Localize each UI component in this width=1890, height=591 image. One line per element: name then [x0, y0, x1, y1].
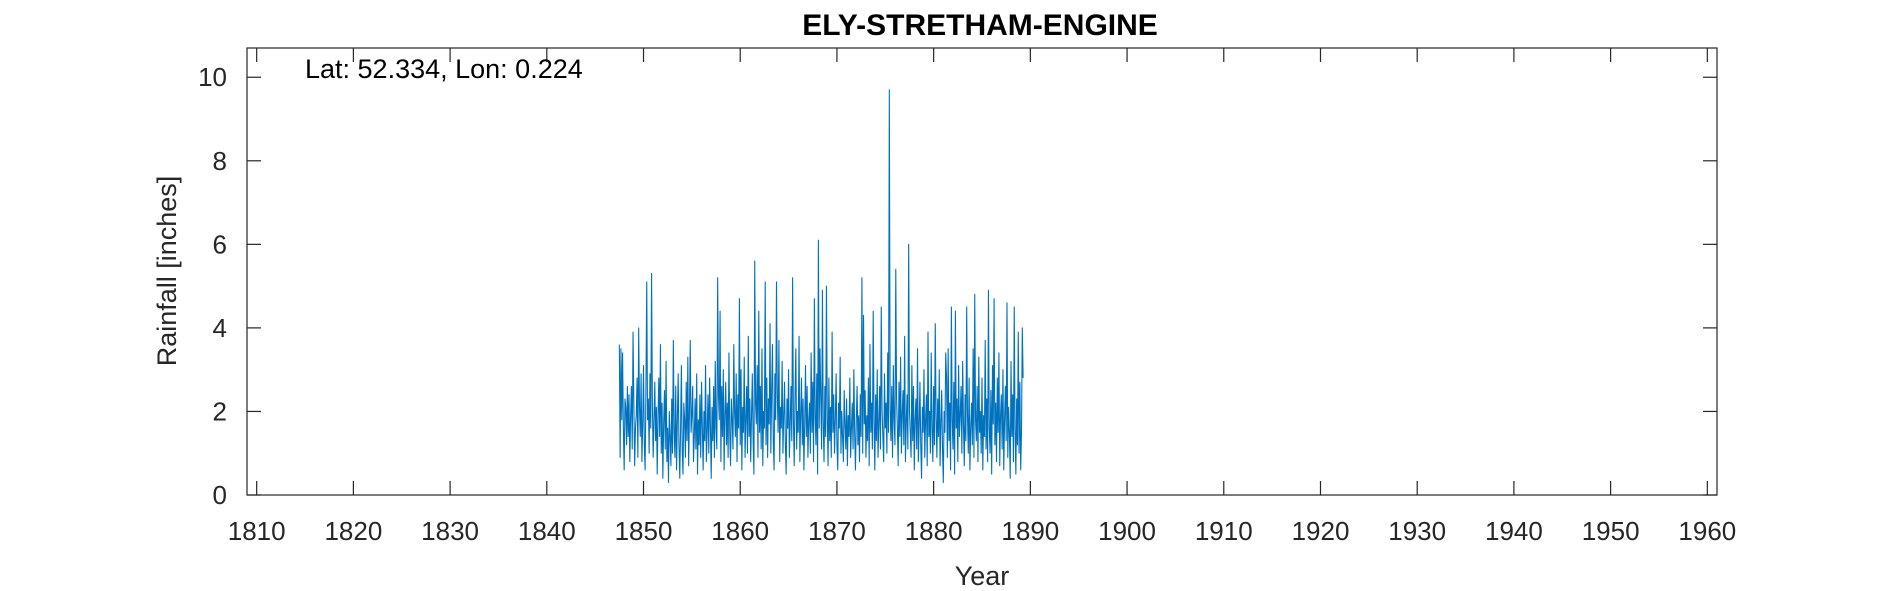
x-axis-label: Year — [955, 561, 1010, 591]
y-tick-label: 2 — [213, 396, 227, 426]
x-tick-label: 1840 — [518, 516, 576, 546]
y-tick-label: 8 — [213, 146, 227, 176]
x-tick-label: 1940 — [1485, 516, 1543, 546]
x-tick-label: 1870 — [808, 516, 866, 546]
y-axis-label: Rainfall [inches] — [152, 176, 182, 367]
x-tick-label: 1820 — [324, 516, 382, 546]
x-axis: 1810 1820 1830 1840 1850 1860 1870 1880 1890 1900… — [228, 48, 1736, 546]
x-tick-label: 1880 — [905, 516, 963, 546]
x-tick-label: 1910 — [1195, 516, 1253, 546]
x-tick-label: 1920 — [1292, 516, 1350, 546]
y-tick-label: 4 — [213, 313, 227, 343]
x-tick-label: 1860 — [711, 516, 769, 546]
y-tick-label: 10 — [198, 62, 227, 92]
y-axis: 0 2 4 6 8 10 — [198, 62, 1717, 510]
x-tick-label: 1890 — [1001, 516, 1059, 546]
rainfall-series-line — [618, 89, 1024, 484]
x-tick-label: 1900 — [1098, 516, 1156, 546]
x-tick-label: 1960 — [1678, 516, 1736, 546]
x-tick-label: 1930 — [1388, 516, 1446, 546]
x-tick-label: 1850 — [615, 516, 673, 546]
y-tick-label: 6 — [213, 229, 227, 259]
x-tick-label: 1810 — [228, 516, 286, 546]
location-annotation: Lat: 52.334, Lon: 0.224 — [305, 54, 583, 84]
x-tick-label: 1950 — [1582, 516, 1640, 546]
x-tick-label: 1830 — [421, 516, 479, 546]
chart-title: ELY-STRETHAM-ENGINE — [802, 9, 1158, 42]
y-tick-label: 0 — [213, 480, 227, 510]
